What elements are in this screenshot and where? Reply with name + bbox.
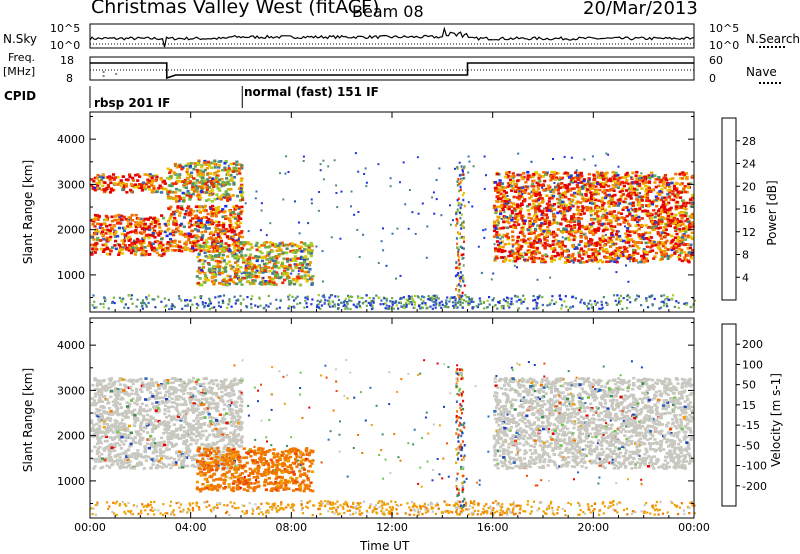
power-colorbar-tick-label: 12 [742, 226, 756, 239]
velocity-colorbar-tick-label: -50 [742, 439, 760, 452]
nsearch-label: N.Search [746, 32, 800, 46]
power-colorbar-tick-label: 20 [742, 180, 756, 193]
velocity-scatter [90, 359, 696, 517]
power-ytick-label: 3000 [57, 178, 85, 191]
nsky-strip-frame [89, 23, 695, 49]
nsearch-tick-bottom: 10^0 [709, 39, 740, 52]
x-tick-label: 00:00 [74, 521, 106, 534]
velocity-colorbar-tick-label: -100 [742, 460, 767, 473]
freq-unit: [MHz] [3, 65, 36, 78]
freq-strip-frame [89, 56, 695, 81]
power-ytick-label: 2000 [57, 224, 85, 237]
velocity-colorbar-frame [721, 323, 737, 507]
nave-tick-top: 60 [709, 54, 723, 67]
x-axis-label: Time UT [360, 539, 410, 553]
x-tick-label: 04:00 [175, 521, 207, 534]
power-colorbar-tick-label: 24 [742, 158, 756, 171]
power-colorbar-frame [721, 117, 737, 301]
velocity-ytick-label: 1000 [57, 475, 85, 488]
nsearch-tick-top: 10^5 [709, 22, 740, 35]
velocity-colorbar-tick-label: 200 [742, 338, 763, 351]
station-title: Christmas Valley West (fitACF) [91, 0, 380, 18]
freq-tick-top: 18 [60, 54, 74, 67]
velocity-colorbar-tick-label: 100 [742, 358, 763, 371]
velocity-ytick-label: 3000 [57, 384, 85, 397]
x-tick-label: 12:00 [376, 521, 408, 534]
power-ytick-label: 1000 [57, 269, 85, 282]
freq-label: Freq. [8, 51, 36, 64]
nsearch-dotted-legend [759, 46, 785, 48]
x-tick-label: 16:00 [477, 521, 509, 534]
freq-dots [102, 71, 118, 77]
cpid-label: CPID [4, 89, 37, 103]
freq-tick-bottom: 8 [66, 72, 73, 85]
nsky-line [89, 26, 695, 48]
power-colorbar-tick-label: 16 [742, 203, 756, 216]
power-scatter [90, 152, 696, 311]
power-ytick-label: 4000 [57, 133, 85, 146]
beam-title: Beam 08 [352, 2, 424, 21]
nave-dotted-legend [759, 82, 781, 84]
freq-line [90, 62, 694, 80]
date-title: 20/Mar/2013 [583, 0, 698, 19]
velocity-colorbar-tick-label: -200 [742, 480, 767, 493]
mode-label-normal: normal (fast) 151 IF [244, 85, 379, 99]
nave-label: Nave [746, 65, 777, 79]
nsky-tick-bottom: 10^0 [50, 39, 81, 52]
velocity-colorbar-tick-label: 50 [742, 379, 756, 392]
nsky-tick-top: 10^5 [50, 22, 81, 35]
power-colorbar-tick-label: 28 [742, 135, 756, 148]
velocity-ytick-label: 2000 [57, 430, 85, 443]
x-tick-label: 20:00 [577, 521, 609, 534]
mode-label-rbsp: rbsp 201 IF [94, 96, 171, 110]
velocity-ytick-label: 4000 [57, 339, 85, 352]
velocity-colorbar-tick-label: 15 [742, 399, 756, 412]
nave-tick-bottom: 0 [709, 72, 716, 85]
x-tick-label: 00:00 [678, 521, 710, 534]
velocity-colorbar-tick-label: -15 [742, 419, 760, 432]
nsky-label: N.Sky [3, 32, 38, 46]
x-tick-label: 08:00 [275, 521, 307, 534]
power-colorbar-tick-label: 4 [742, 271, 749, 284]
power-colorbar-tick-label: 8 [742, 249, 749, 262]
